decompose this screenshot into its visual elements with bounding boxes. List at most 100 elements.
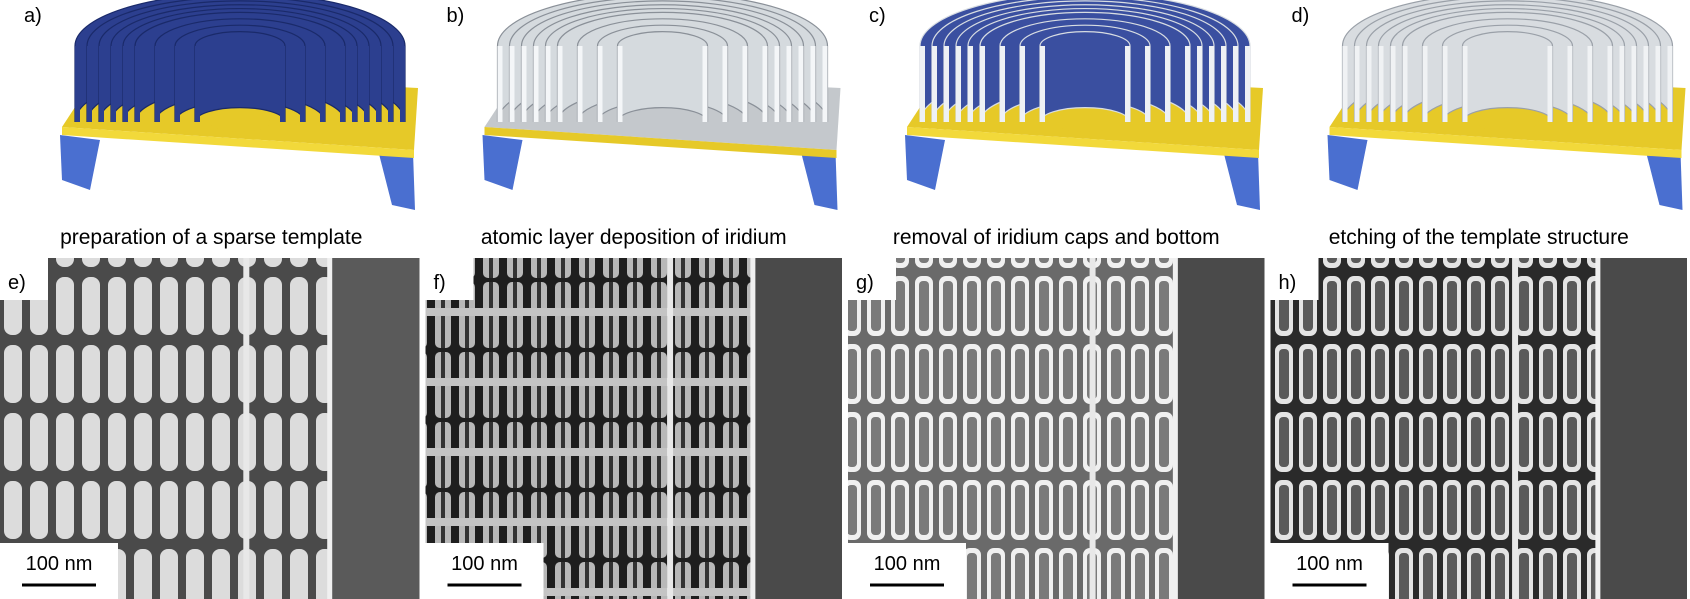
ring-cut	[155, 46, 160, 122]
core-base	[1055, 112, 1115, 132]
ring-cut	[1644, 46, 1649, 122]
ring-cut	[1620, 46, 1625, 122]
sem-edge	[327, 258, 332, 599]
ring-cut	[111, 46, 116, 122]
scale-bar-label: 100 nm	[1296, 553, 1363, 575]
ring-cut	[135, 46, 140, 122]
ring-cut	[1568, 46, 1573, 122]
ring-cut	[743, 46, 748, 122]
support-leg	[1328, 135, 1368, 190]
support-leg	[378, 150, 415, 210]
panel-label: d)	[1292, 5, 1310, 27]
ring-cut	[75, 46, 80, 122]
micrograph-label: g)	[856, 272, 874, 294]
ring-cut	[775, 46, 780, 122]
core-base	[1478, 112, 1538, 132]
ring-cut	[1221, 46, 1226, 122]
ring-cut	[1125, 46, 1130, 122]
ring-cut	[1245, 46, 1250, 122]
support-leg	[483, 135, 523, 190]
ring-cut	[388, 46, 393, 122]
ring-cut	[1548, 46, 1553, 122]
ring-cut	[980, 46, 985, 122]
panel-caption: etching of the template structure	[1329, 226, 1629, 249]
ring-cut	[1020, 46, 1025, 122]
ring-cut	[1185, 46, 1190, 122]
sem-boundary	[1512, 258, 1518, 599]
ring-cut	[618, 46, 623, 122]
scale-bar-label: 100 nm	[874, 553, 941, 575]
ring-cut	[1165, 46, 1170, 122]
ring-cut	[400, 46, 405, 122]
support-leg	[905, 135, 945, 190]
panel-caption: atomic layer deposition of iridium	[481, 226, 787, 249]
ring-cut	[598, 46, 603, 122]
ring-cut	[546, 46, 551, 122]
ring-cut	[1145, 46, 1150, 122]
ring-cut	[1403, 46, 1408, 122]
ring-cut	[787, 46, 792, 122]
panel-label: a)	[24, 5, 42, 27]
micrograph-label: f)	[434, 272, 446, 294]
sem-edge	[1173, 258, 1178, 599]
ring-cut	[87, 46, 92, 122]
support-leg	[1223, 150, 1260, 210]
ring-cut	[1343, 46, 1348, 122]
ring-cut	[558, 46, 563, 122]
panel-label: c)	[869, 5, 886, 27]
ring-cut	[123, 46, 128, 122]
ring-cut	[1209, 46, 1214, 122]
figure: a)preparation of a sparse templateb)atom…	[0, 0, 1690, 599]
ring-cut	[811, 46, 816, 122]
micrograph-label: e)	[8, 272, 26, 294]
ring-cut	[703, 46, 708, 122]
sem-boundary	[667, 258, 673, 599]
ring-cut	[799, 46, 804, 122]
ring-cut	[763, 46, 768, 122]
sem-boundary	[1090, 258, 1096, 599]
sem-substrate	[1177, 258, 1264, 599]
ring-cut	[1233, 46, 1238, 122]
ring-cut	[944, 46, 949, 122]
ring-cut	[1379, 46, 1384, 122]
ring-cut	[175, 46, 180, 122]
ring-cut	[1000, 46, 1005, 122]
core-base	[210, 112, 270, 132]
ring-cut	[510, 46, 515, 122]
ring-cut	[195, 46, 200, 122]
ring-cut	[99, 46, 104, 122]
support-leg	[60, 135, 100, 190]
sem-boundary	[243, 258, 249, 599]
sem-substrate	[1600, 258, 1687, 599]
ring-cut	[1656, 46, 1661, 122]
ring-cut	[1355, 46, 1360, 122]
ring-cut	[340, 46, 345, 122]
sem-edge	[750, 258, 755, 599]
support-leg	[801, 150, 838, 210]
ring-cut	[1608, 46, 1613, 122]
ring-cut	[522, 46, 527, 122]
ring-cut	[823, 46, 828, 122]
ring-cut	[376, 46, 381, 122]
sem-substrate	[331, 258, 419, 599]
ring-cut	[1668, 46, 1673, 122]
panel-caption: preparation of a sparse template	[60, 226, 362, 249]
core-base	[633, 112, 693, 132]
scale-bar-label: 100 nm	[451, 553, 518, 575]
ring-cut	[1423, 46, 1428, 122]
ring-cut	[352, 46, 357, 122]
ring-cut	[1391, 46, 1396, 122]
ring-cut	[1588, 46, 1593, 122]
scale-bar-label: 100 nm	[26, 553, 93, 575]
ring-cut	[1443, 46, 1448, 122]
ring-cut	[723, 46, 728, 122]
ring-cut	[1632, 46, 1637, 122]
panel-caption: removal of iridium caps and bottom	[893, 226, 1220, 249]
ring-cut	[300, 46, 305, 122]
micrograph-label: h)	[1279, 272, 1297, 294]
ring-cut	[320, 46, 325, 122]
sem-substrate	[755, 258, 842, 599]
ring-cut	[920, 46, 925, 122]
ring-cut	[956, 46, 961, 122]
ring-cut	[1197, 46, 1202, 122]
